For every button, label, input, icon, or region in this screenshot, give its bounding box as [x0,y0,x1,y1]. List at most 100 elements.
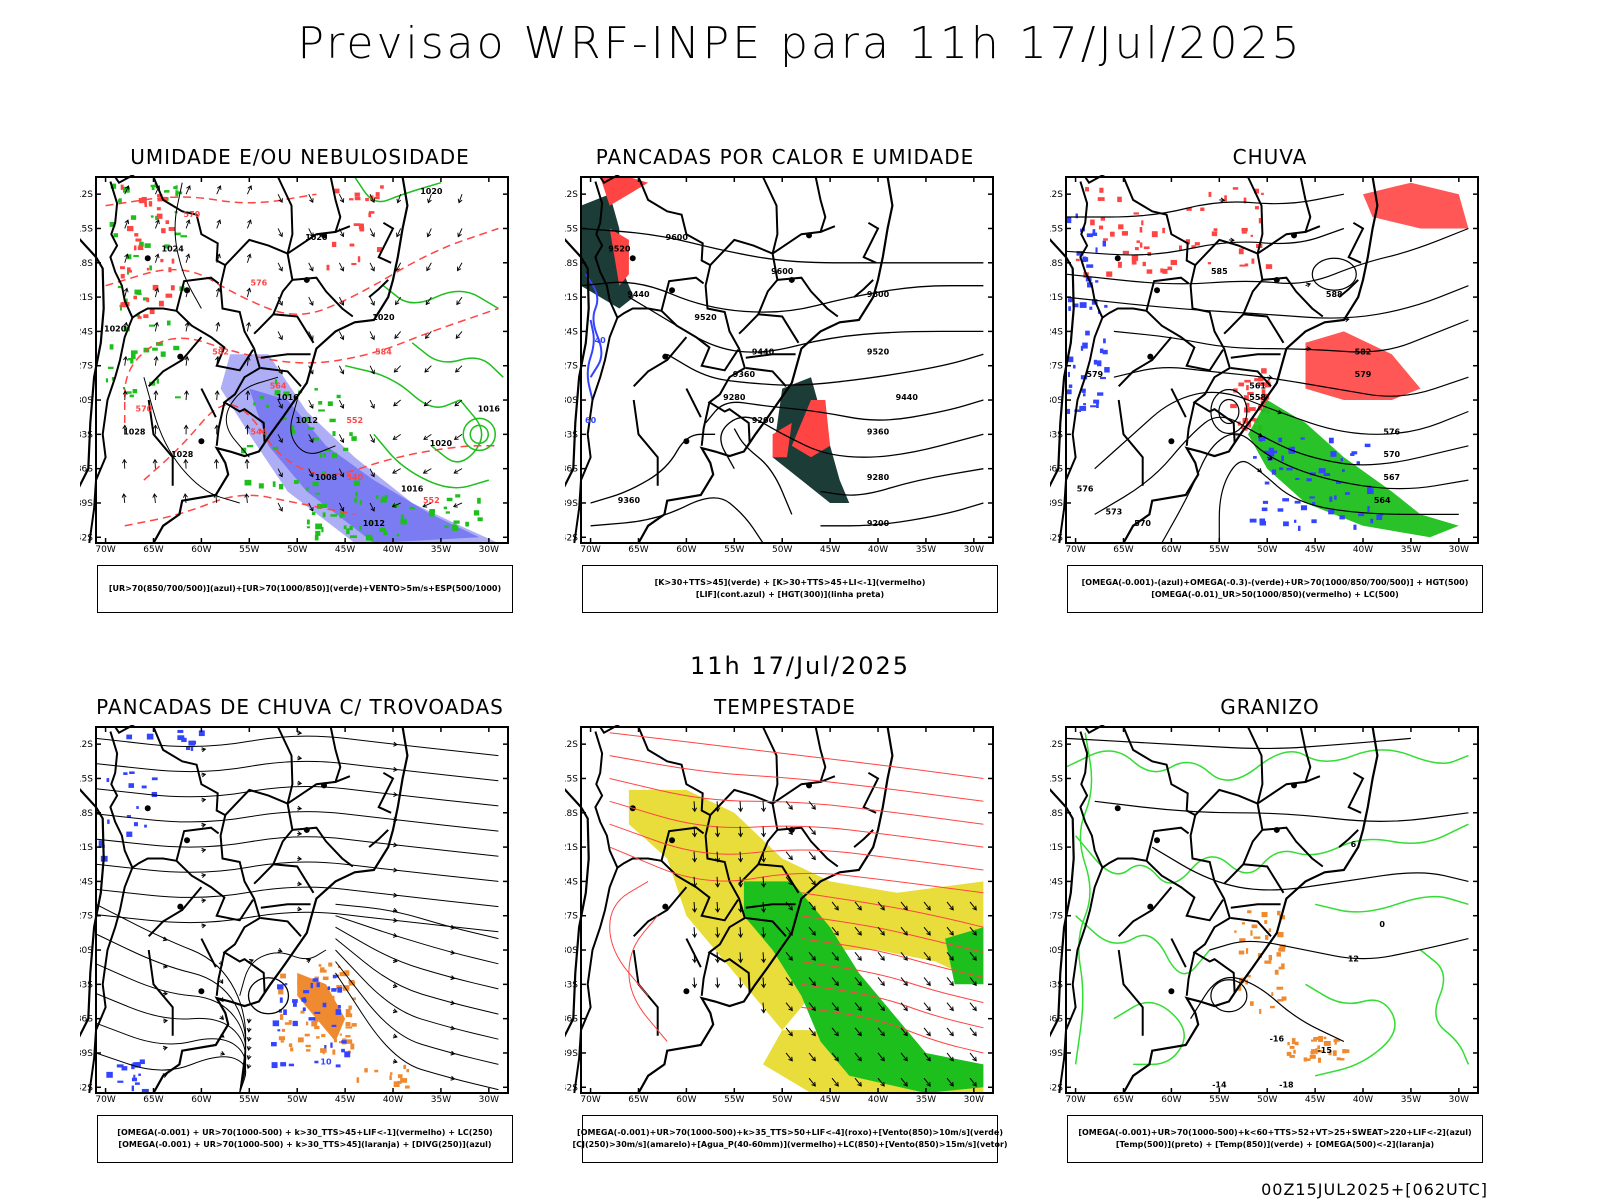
humidity-low-levels [272,481,276,487]
lat-label: 42S [1050,533,1063,543]
rain-blue [1092,229,1096,235]
wind-vector [785,1052,793,1062]
wind-vector [969,1002,977,1011]
omega-orange [1289,1054,1295,1058]
map-frame [95,726,509,1094]
humidity-low-levels [175,190,179,197]
country-border [1145,276,1190,312]
rain-blue [1262,500,1269,504]
rain-blue [1081,388,1086,393]
thunderstorm-orange [290,1047,294,1052]
lon-label: 35W [916,1095,936,1105]
wind-vector [397,194,402,203]
humidity-low-levels [355,491,358,497]
omega-orange [1310,1039,1317,1042]
lat-label: 30S [1050,396,1063,406]
rain-blue [1253,456,1257,459]
country-border [1145,310,1224,372]
lon-label: 60W [191,1095,211,1105]
lat-label: 42S [1050,1083,1063,1093]
humidity-low-levels [317,503,322,509]
lat-label: 15S [565,774,578,784]
wind-arrowhead [219,1033,225,1038]
wind-vector [900,1002,908,1011]
humidity-low-levels [126,271,130,275]
map-frame [580,176,994,544]
country-border [660,860,739,922]
wind-arrowhead [834,1081,839,1087]
humidity-low-levels [110,183,117,189]
rain-blue [1300,505,1308,511]
wind-vector [216,391,218,401]
wind-vector [900,1052,908,1062]
thickness-red-patch [358,223,364,230]
thunderstorm-orange [322,976,329,981]
omega-orange [1237,985,1242,991]
thunderstorm-orange [297,1037,304,1043]
divergence-blue [277,984,284,990]
divergence-blue [185,746,191,751]
wind-arrowhead [903,981,908,987]
country-border [273,863,315,894]
lon-label: 50W [772,545,792,555]
wind-vector [785,876,793,885]
rain-green [1248,400,1459,538]
wind-arrowhead [811,930,816,936]
country-border [175,310,254,372]
omega-orange [1247,974,1251,978]
contour-label: -16 [1270,1035,1285,1044]
country-border [637,726,751,993]
divergence-blue [332,974,336,979]
omega-orange [1281,996,1287,1001]
lake [1154,837,1161,844]
thunderstorm-orange [305,1021,309,1026]
humidity-low-levels [477,517,483,522]
country-border [700,402,711,446]
wind-vector [277,262,283,272]
contour-label: 564 [270,382,287,391]
coastline [637,726,894,1094]
wind-vector [277,228,283,237]
panel-tempestade: TEMPESTADE 12S15S18S21S24S27S30S33S36S39… [565,695,1008,1175]
wind-arrowhead [155,185,161,191]
humidity-low-levels [349,432,353,436]
wind-arrowhead [183,424,189,430]
rain-blue [1099,348,1104,354]
omega-orange [1250,930,1253,936]
thunderstorm-orange [305,1044,311,1048]
lat-label: 15S [80,774,93,784]
wind-arrowhead [903,930,908,936]
divergence-blue [302,1007,306,1012]
divergence-blue [133,822,138,827]
wind-vector [396,228,402,237]
wind-arrowhead [857,1031,862,1037]
streamline [1065,227,1345,256]
lat-label: 30S [80,946,93,956]
humidity-low-levels [369,521,375,524]
rain-red-patch [1232,187,1239,190]
rain-red-patch [1133,212,1139,215]
humidity-low-levels [473,510,480,516]
wind-arrowhead [394,334,399,339]
geopotential-contour [733,428,793,515]
wind-vector [808,1027,816,1036]
map-granizo: 6012-16-15-18-1412S15S18S21S24S27S30S33S… [1050,725,1479,1105]
wind-vector [969,977,977,986]
wind-arrowhead [297,805,303,811]
humidity-low-levels [130,358,134,364]
divergence-blue [331,988,337,992]
lat-label: 18S [565,809,578,819]
lat-label: 12S [565,190,578,200]
rain-blue [1080,228,1083,233]
rain-red-patch [1262,390,1265,396]
thunderstorm-orange [345,1022,351,1027]
rain-red-patch [1099,187,1104,193]
wind-arrowhead [122,390,128,395]
lake [669,287,676,294]
omega-orange [1332,1050,1337,1056]
wind-vector [369,468,375,477]
rain-blue [1095,247,1098,253]
streamline [1065,227,1469,285]
wind-arrowhead [788,930,793,936]
lake [303,276,310,283]
